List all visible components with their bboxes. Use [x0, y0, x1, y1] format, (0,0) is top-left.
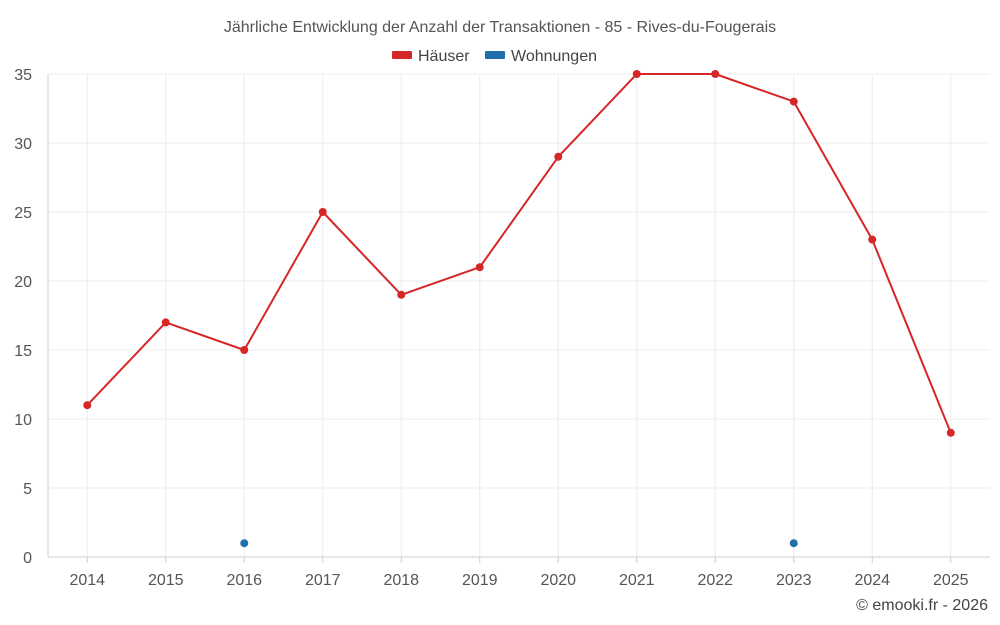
x-tick-label: 2021 [619, 572, 655, 589]
legend-item-wohnungen[interactable]: Wohnungen [485, 48, 597, 65]
series [83, 70, 955, 548]
x-tick-label: 2023 [776, 572, 812, 589]
x-tick-label: 2016 [226, 572, 262, 589]
x-tick-label: 2025 [933, 572, 969, 589]
legend-swatch-wohnungen [485, 51, 505, 59]
data-point-haeuser-2014[interactable] [83, 401, 92, 410]
y-tick-label: 15 [14, 343, 32, 360]
data-point-haeuser-2015[interactable] [161, 318, 170, 327]
data-point-wohnungen-2016[interactable] [240, 539, 249, 548]
x-tick-label: 2017 [305, 572, 341, 589]
copyright-note: © emooki.fr - 2026 [856, 597, 988, 614]
data-point-haeuser-2018[interactable] [397, 290, 406, 299]
data-point-haeuser-2021[interactable] [632, 70, 641, 78]
grid [48, 73, 990, 557]
y-tick-label: 25 [14, 205, 32, 222]
data-point-haeuser-2020[interactable] [554, 152, 563, 161]
data-point-haeuser-2016[interactable] [240, 346, 249, 354]
legend-swatch-haeuser [392, 51, 412, 59]
y-tick-label: 35 [14, 67, 32, 84]
x-tick-label: 2019 [462, 572, 498, 589]
x-tick-label: 2015 [148, 572, 184, 589]
data-point-haeuser-2017[interactable] [318, 208, 327, 216]
x-tick-label: 2018 [383, 572, 419, 589]
data-point-haeuser-2023[interactable] [789, 97, 798, 106]
data-point-wohnungen-2023[interactable] [789, 539, 798, 548]
legend-item-haeuser[interactable]: Häuser [392, 48, 470, 65]
data-point-haeuser-2024[interactable] [868, 235, 877, 244]
x-tick-label: 2014 [69, 572, 105, 589]
series-wohnungen [240, 539, 798, 548]
legend-label-wohnungen: Wohnungen [511, 48, 597, 65]
y-tick-label: 30 [14, 136, 32, 153]
legend-label-haeuser: Häuser [418, 48, 470, 65]
legend: Häuser Wohnungen [392, 48, 597, 65]
y-tick-label: 0 [23, 550, 32, 567]
data-point-haeuser-2019[interactable] [475, 263, 484, 272]
y-tick-label: 20 [14, 274, 32, 291]
series-haeuser [83, 70, 955, 437]
chart-title: Jährliche Entwicklung der Anzahl der Tra… [224, 19, 776, 36]
y-tick-label: 5 [23, 481, 32, 498]
data-point-haeuser-2022[interactable] [711, 70, 720, 78]
x-tick-label: 2020 [540, 572, 576, 589]
series-line-haeuser [86, 73, 952, 434]
y-tick-label: 10 [14, 412, 32, 429]
x-tick-label: 2024 [854, 572, 890, 589]
x-tick-label: 2022 [697, 572, 733, 589]
data-point-haeuser-2025[interactable] [946, 428, 955, 437]
